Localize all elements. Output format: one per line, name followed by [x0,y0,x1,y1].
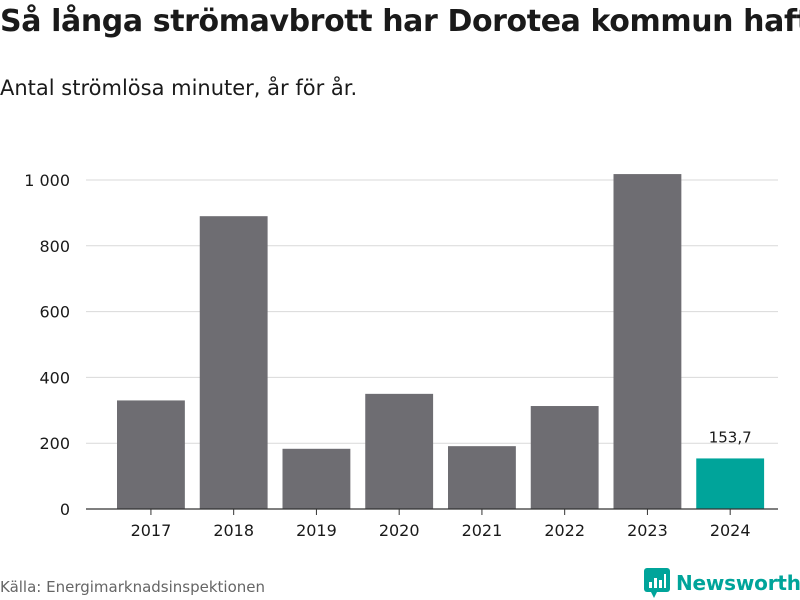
x-tick-label: 2019 [296,521,337,540]
x-tick-label: 2017 [131,521,172,540]
bar-2019 [282,448,351,509]
y-tick-label: 1 000 [24,171,70,190]
newsworthy-logo-icon [644,568,670,598]
x-tick-label: 2021 [462,521,503,540]
y-tick-label: 0 [60,500,70,519]
x-tick-label: 2020 [379,521,420,540]
bar-2024 [696,458,765,509]
bar-2018 [199,216,268,509]
brand-logo[interactable]: Newsworthy [644,568,800,598]
brand-name: Newsworthy [676,571,800,595]
chart-title: Så långa strömavbrott har Dorotea kommun… [0,4,800,39]
bar-2017 [117,400,185,509]
bars [117,174,765,509]
x-tick-label: 2018 [213,521,254,540]
bar-2022 [530,406,599,509]
source-note: Källa: Energimarknadsinspektionen [0,578,266,596]
labels: 0 200 400 600 800 1 000 2017 2018 2019 2020 2021 20… [24,171,751,540]
y-tick-label: 200 [39,434,70,453]
axes [86,508,778,515]
x-tick-label: 2023 [627,521,668,540]
chart-subtitle: Antal strömlösa minuter, år för år. [0,76,358,100]
x-tick-label: 2024 [710,521,751,540]
x-tick-label: 2022 [544,521,585,540]
data-label: 153,7 [709,428,752,446]
y-tick-label: 400 [39,368,70,387]
bar-2023 [613,174,682,509]
bar-2021 [448,446,516,509]
y-tick-label: 800 [39,237,70,256]
y-tick-label: 600 [39,303,70,322]
bar-2020 [365,393,434,509]
